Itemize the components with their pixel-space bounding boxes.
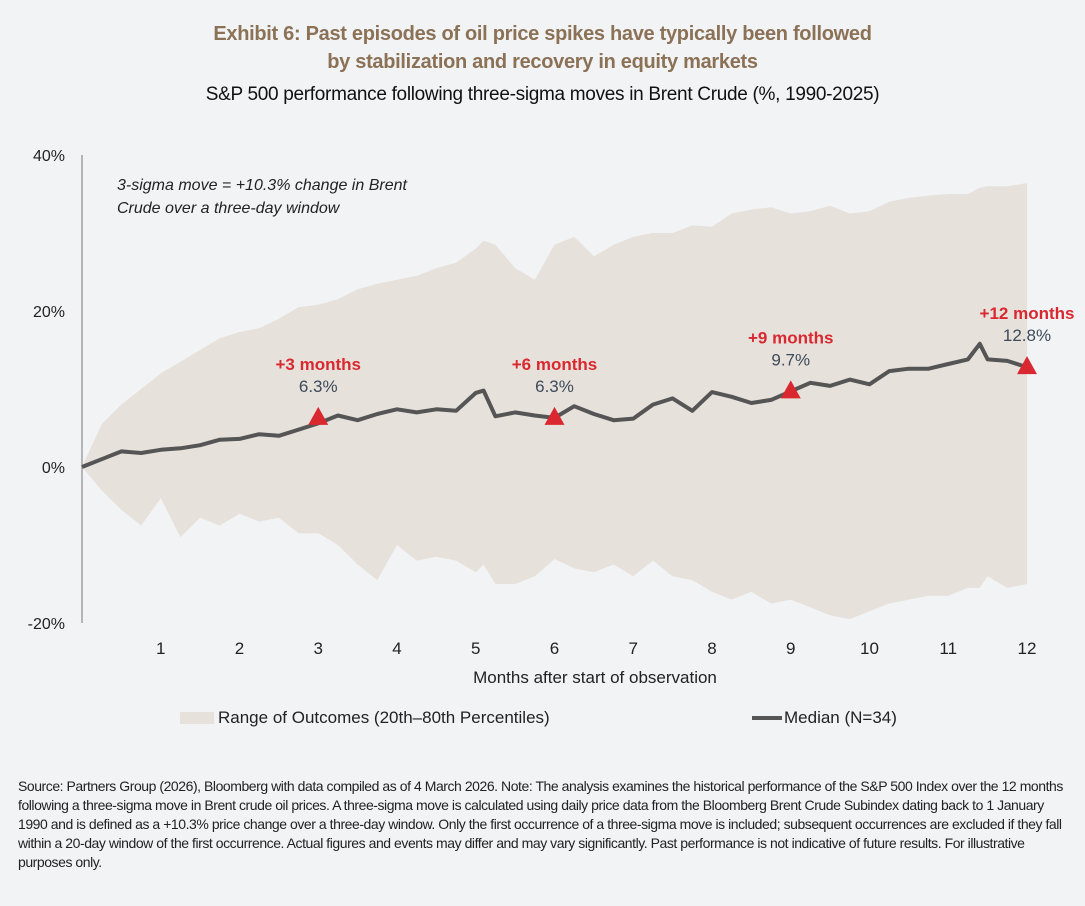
y-tick-label: 20%	[33, 304, 65, 321]
x-tick-label: 12	[1018, 639, 1037, 658]
x-tick-label: 11	[939, 639, 957, 658]
x-tick-label: 2	[235, 639, 244, 658]
source-footnote: Source: Partners Group (2026), Bloomberg…	[18, 778, 1063, 870]
milestone-label: +3 months	[276, 355, 362, 374]
milestone-marker	[780, 380, 801, 399]
y-tick-label: 0%	[42, 460, 65, 477]
milestone-value: 6.3%	[299, 377, 338, 396]
x-tick-label: 5	[471, 639, 480, 658]
x-tick-label: 9	[786, 639, 795, 658]
chart-subtitle: S&P 500 performance following three-sigm…	[205, 84, 880, 105]
y-tick-label: -20%	[28, 616, 65, 633]
legend-label-range: Range of Outcomes (20th–80th Percentiles…	[218, 708, 550, 727]
milestone-value: 6.3%	[535, 377, 574, 396]
milestone-value: 9.7%	[771, 350, 810, 369]
x-tick-label: 7	[629, 639, 638, 658]
legend-item-median: Median (N=34)	[752, 708, 897, 728]
x-tick-label: 1	[156, 639, 165, 658]
x-tick-label: 3	[314, 639, 323, 658]
x-tick-labels: 1 2 3 4 5 6 7 8 9 10 11 12	[156, 639, 1036, 658]
milestone-label: +9 months	[748, 328, 834, 347]
x-tick-label: 4	[392, 639, 401, 658]
y-tick-labels: 40% 20% 0% -20%	[28, 148, 65, 633]
milestone-marker	[308, 406, 329, 425]
chart-note-line-2: Crude over a three-day window	[117, 200, 341, 217]
x-tick-label: 6	[550, 639, 559, 658]
chart-svg: 40%20%0%-20% 1 2 3 4 5 6 7 8 9 10 11 12 Months afte…	[28, 148, 1075, 687]
milestone-value: 12.8%	[1003, 326, 1051, 345]
legend-swatch-median	[752, 716, 782, 720]
legend-label-median: Median (N=34)	[784, 708, 897, 727]
milestone-marker	[544, 406, 565, 425]
milestone-marker	[1017, 356, 1037, 375]
legend-item-range: Range of Outcomes (20th–80th Percentiles…	[180, 708, 550, 728]
x-axis-label: Months after start of observation	[473, 668, 717, 687]
chart-title-line-1: Exhibit 6: Past episodes of oil price sp…	[213, 23, 872, 45]
annotation-layer: +3 months 6.3% +6 months 6.3% +9 months 9.7% +…	[276, 304, 1075, 425]
x-tick-label: 10	[860, 639, 879, 658]
range-band-area	[82, 183, 1027, 620]
y-tick-label: 40%	[33, 148, 65, 165]
legend-swatch-range	[180, 712, 214, 724]
chart-note-line-1: 3-sigma move = +10.3% change in Brent	[117, 177, 408, 194]
milestone-label: +6 months	[512, 355, 598, 374]
chart-title-line-2: by stabilization and recovery in equity …	[327, 51, 758, 73]
chart-note: 3-sigma move = +10.3% change in Brent Cr…	[117, 177, 408, 217]
x-tick-label: 8	[707, 639, 716, 658]
milestone-label: +12 months	[980, 304, 1075, 323]
band-layer	[82, 183, 1027, 620]
